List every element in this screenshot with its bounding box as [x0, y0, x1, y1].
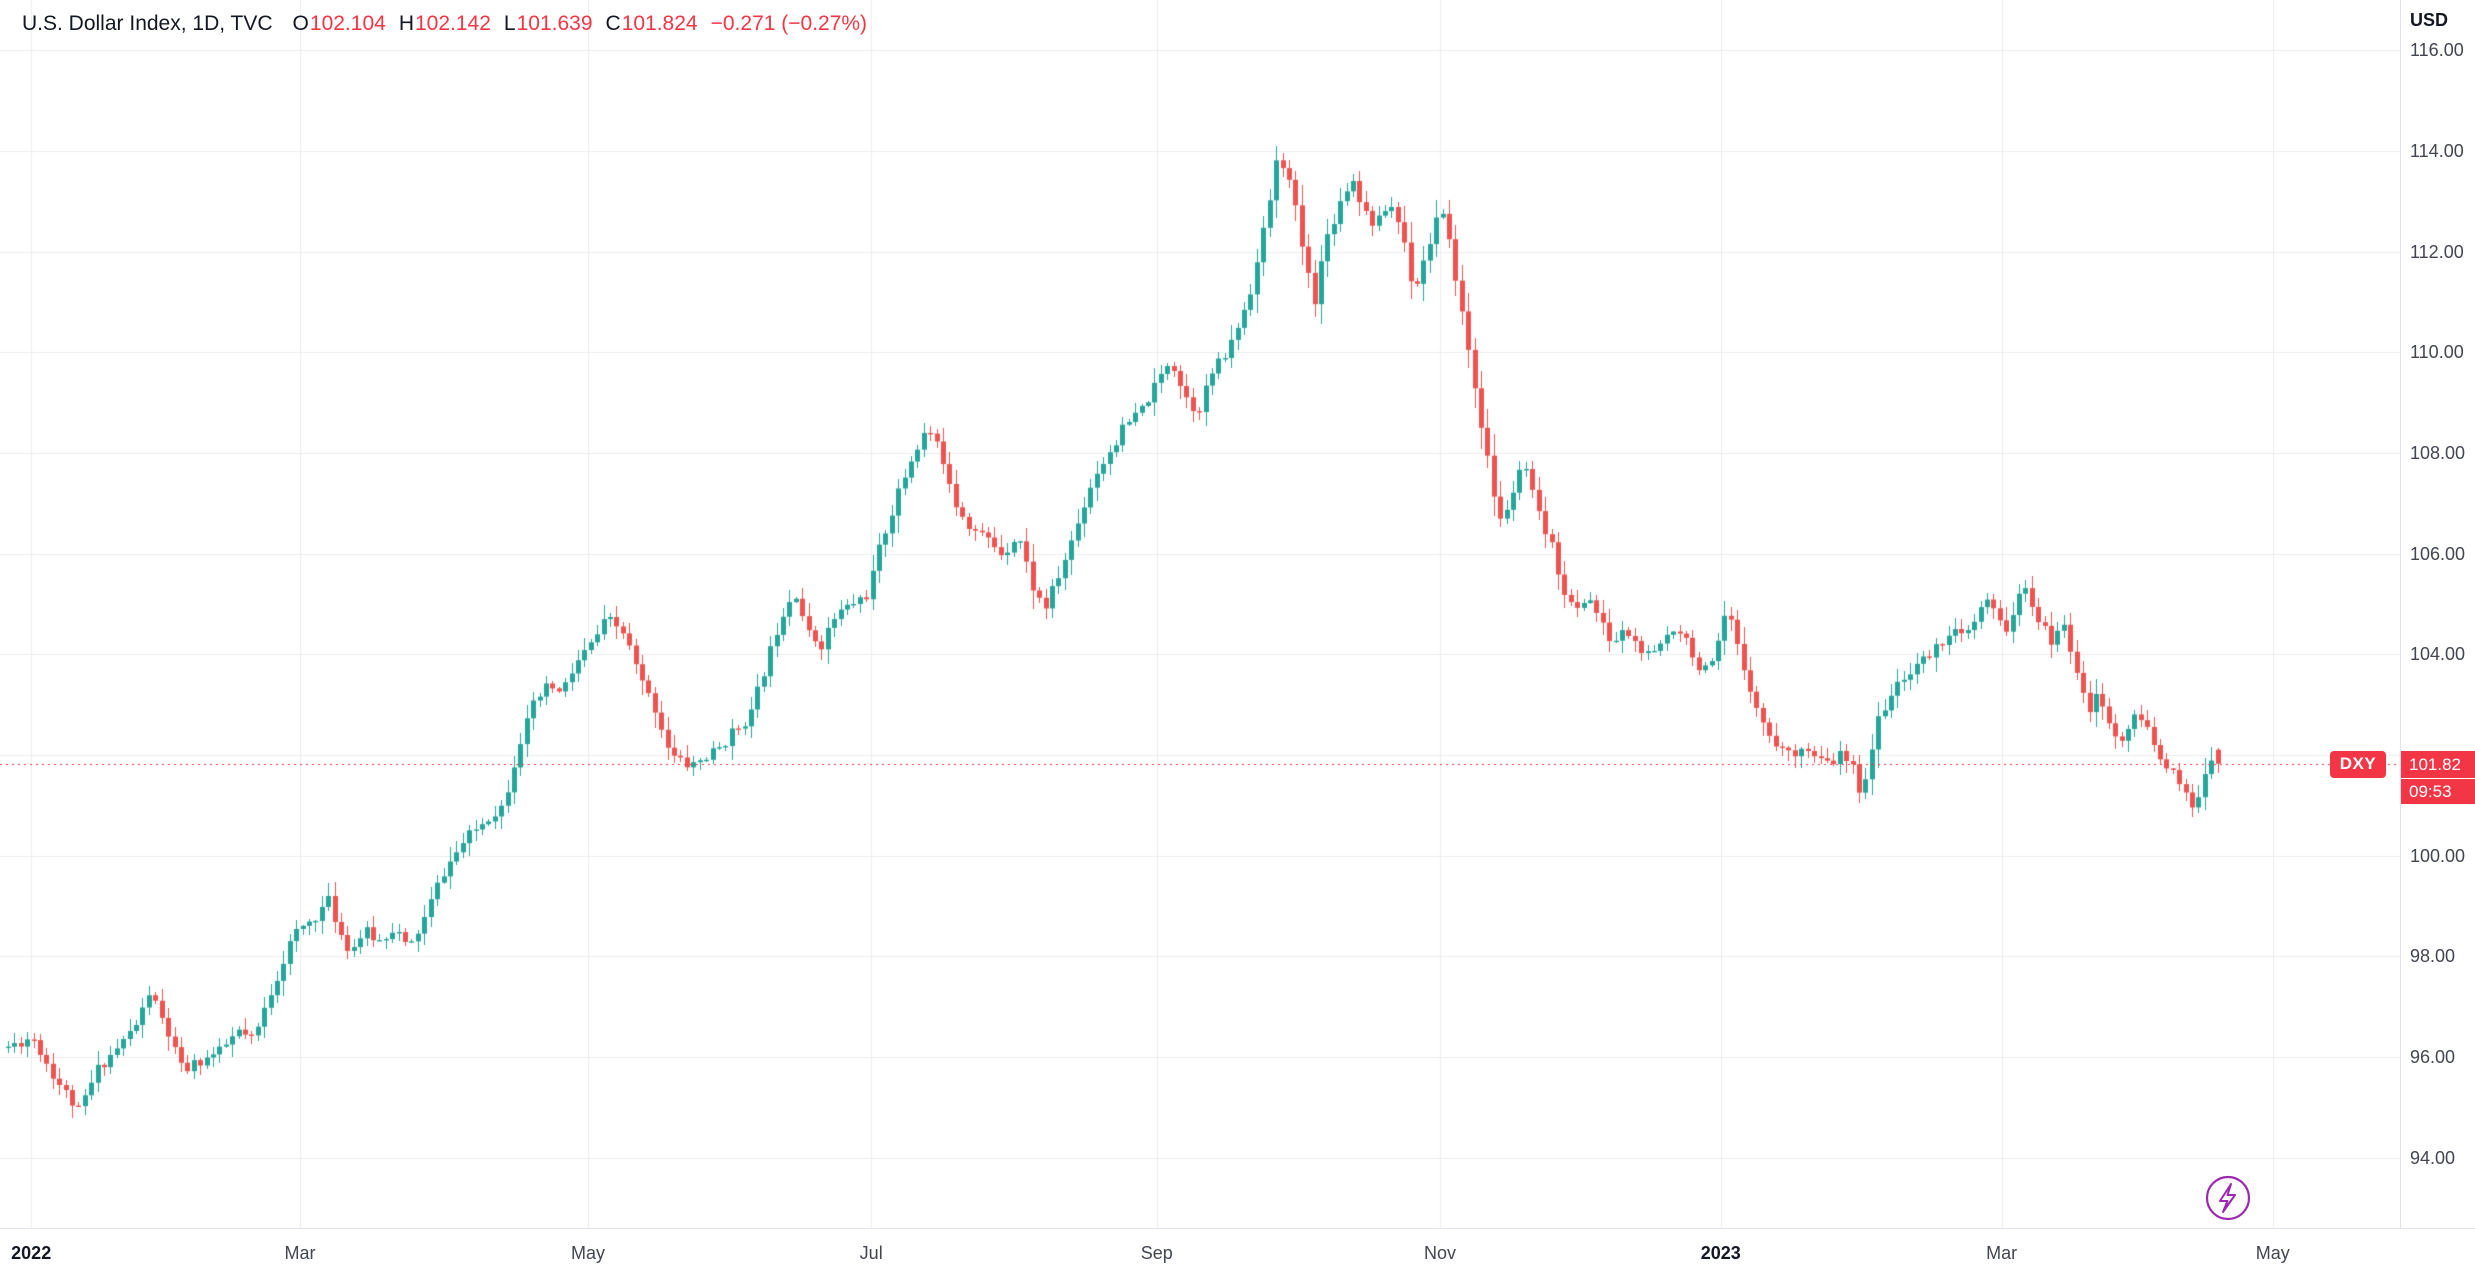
ohlc-open-value: 102.104 — [309, 12, 386, 35]
price-tick-label: 110.00 — [2410, 342, 2464, 363]
time-tick-label: Sep — [1140, 1243, 1173, 1263]
candlestick-chart-canvas[interactable] — [0, 0, 2400, 1228]
time-tick-label: May — [570, 1243, 606, 1263]
symbol-title[interactable]: U.S. Dollar Index, 1D, TVC — [22, 12, 273, 35]
time-axis[interactable]: 2022 Mar May Jul Sep Nov 2023 Mar May — [0, 1228, 2475, 1280]
time-tick-label: Mar — [1986, 1243, 2018, 1263]
price-line-symbol-badge: DXY — [2330, 750, 2386, 778]
ohlc-close: C101.824 — [606, 12, 711, 35]
time-tick-label: Nov — [1423, 1243, 1457, 1263]
ohlc-change: −0.271 (−0.27%) — [710, 12, 868, 35]
ohlc-low-value: 101.639 — [516, 12, 593, 35]
last-price-badge: 101.82 09:53 — [2401, 750, 2475, 804]
time-tick-label: Mar — [284, 1243, 316, 1263]
price-tick-label: 94.00 — [2410, 1147, 2456, 1168]
time-tick-label: May — [2255, 1243, 2290, 1263]
price-tick-label: 108.00 — [2410, 442, 2466, 463]
ohlc-high-value: 102.142 — [414, 12, 491, 35]
price-axis-currency-label: USD — [2410, 10, 2449, 30]
price-axis[interactable]: USD 94.00 96.00 98.00 100.00 104.00 106.00 108… — [2400, 0, 2475, 1228]
price-tick-label: 98.00 — [2410, 946, 2456, 967]
price-tick-label: 116.00 — [2410, 40, 2464, 61]
ohlc-open-label: O — [292, 12, 309, 35]
ohlc-close-value: 101.824 — [621, 12, 698, 35]
last-price-label: 101.82 — [2401, 750, 2475, 778]
lightning-button[interactable] — [2204, 1174, 2252, 1222]
price-tick-label: 112.00 — [2410, 241, 2464, 262]
lightning-icon — [2205, 1175, 2251, 1221]
time-tick-label: 2023 — [1700, 1243, 1741, 1263]
price-tick-label: 96.00 — [2410, 1046, 2456, 1067]
chart-legend: U.S. Dollar Index, 1D, TVC O102.104 H102.1… — [22, 12, 867, 36]
ohlc-high: H102.142 — [399, 12, 504, 35]
bar-countdown-label: 09:53 — [2401, 778, 2475, 804]
ohlc-low: L101.639 — [504, 12, 606, 35]
ohlc-open: O102.104 — [293, 12, 399, 35]
chart-plot-area[interactable]: U.S. Dollar Index, 1D, TVC O102.104 H102.1… — [0, 0, 2400, 1228]
price-tick-label: 104.00 — [2410, 644, 2466, 665]
ohlc-close-label: C — [605, 12, 621, 35]
ohlc-high-label: H — [398, 12, 414, 35]
time-tick-label: Jul — [859, 1243, 883, 1263]
ohlc-low-label: L — [503, 12, 516, 35]
price-tick-label: 114.00 — [2410, 140, 2464, 161]
price-tick-label: 100.00 — [2410, 845, 2466, 866]
price-tick-label: 106.00 — [2410, 543, 2466, 564]
time-tick-label: 2022 — [11, 1243, 52, 1263]
